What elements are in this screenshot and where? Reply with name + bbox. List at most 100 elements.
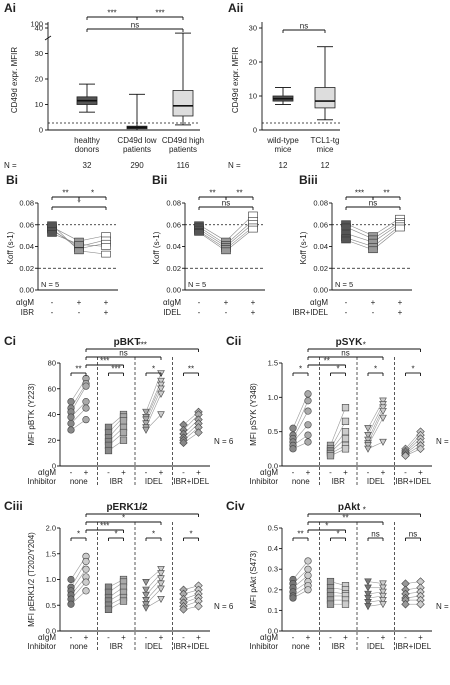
treatment-value: -	[404, 633, 407, 642]
data-point	[379, 592, 387, 600]
y-tick-label: 0.00	[313, 286, 328, 295]
paired-line	[183, 414, 199, 431]
treatment-label: αIgM	[260, 468, 278, 477]
data-point	[364, 578, 372, 586]
n-label: N = 6	[436, 437, 450, 446]
data-point	[82, 578, 90, 586]
data-point	[119, 436, 128, 444]
data-point	[142, 416, 150, 424]
treatment-label: Inhibitor	[250, 642, 279, 651]
n-value: 290	[130, 161, 144, 170]
inhibitor-label: IDEL	[367, 477, 385, 486]
data-point	[341, 404, 350, 412]
treatment-value: -	[198, 298, 201, 307]
significance-label: *	[91, 189, 94, 198]
y-tick-label: 0.06	[166, 220, 181, 229]
chart-title: pSYK	[336, 337, 363, 348]
x-category-label: mice	[275, 145, 292, 154]
data-point	[416, 600, 425, 609]
inhibitor-label: IDEL	[145, 477, 163, 486]
data-point	[379, 601, 387, 609]
data-point	[194, 602, 203, 611]
box	[172, 90, 194, 117]
y-tick-label: 0.5	[268, 524, 278, 533]
significance-label: *	[114, 530, 117, 539]
y-tick-label: 1.0	[46, 575, 56, 584]
y-tick-label: 0.06	[19, 220, 34, 229]
n-label: N = 5	[335, 280, 353, 289]
paired-line	[367, 595, 384, 599]
data-point	[364, 445, 372, 453]
significance-label: **	[139, 506, 145, 515]
significance-label: *	[374, 365, 377, 374]
treatment-label: Inhibitor	[28, 642, 57, 651]
inhibitor-label: none	[70, 477, 88, 486]
data-point	[341, 417, 350, 425]
n-label: N = 5	[188, 280, 206, 289]
treatment-value: +	[371, 298, 376, 307]
data-point	[101, 250, 111, 258]
data-point	[416, 444, 425, 454]
treatment-value: -	[367, 468, 370, 477]
panel-label: Bii	[152, 173, 167, 187]
paired-line	[292, 560, 309, 580]
significance-label: **	[188, 365, 194, 374]
treatment-label: IDEL	[163, 308, 181, 317]
data-point	[67, 398, 75, 406]
data-point	[67, 419, 75, 428]
data-point	[82, 416, 90, 424]
chart-title: pAkt	[338, 502, 361, 513]
data-point	[364, 584, 372, 592]
data-point	[47, 230, 57, 237]
significance-label: *	[299, 365, 302, 374]
data-point	[364, 603, 372, 611]
treatment-value: +	[398, 298, 403, 307]
data-point	[157, 585, 165, 593]
significance-label: ns	[300, 22, 308, 31]
significance-label: *	[363, 341, 366, 350]
paired-line	[330, 407, 346, 446]
data-point	[47, 221, 57, 229]
data-point	[142, 591, 150, 599]
y-axis-label: CD49d expr. MFIR	[231, 47, 240, 113]
y-tick-label: 0	[39, 126, 43, 135]
treatment-value: +	[84, 468, 89, 477]
treatment-value: +	[104, 308, 109, 317]
significance-label: ns	[131, 21, 139, 30]
data-point	[82, 382, 90, 390]
data-point	[401, 451, 410, 460]
significance-label: **	[342, 514, 348, 523]
panel-label: Biii	[299, 173, 318, 187]
treatment-value: +	[381, 468, 386, 477]
inhibitor-label: IDEL	[145, 642, 163, 651]
data-point	[248, 225, 258, 233]
data-point	[157, 580, 165, 588]
significance-label: *	[363, 506, 366, 515]
data-point	[82, 587, 90, 595]
data-point	[104, 446, 113, 455]
axis-break-mark	[44, 35, 52, 41]
y-axis-label: MFI pERK1/2 (T202/Y204)	[27, 532, 36, 627]
significance-label: **	[297, 530, 303, 539]
treatment-value: -	[182, 633, 185, 642]
treatment-label: αIgM	[38, 468, 56, 477]
y-tick-label: 0.4	[268, 544, 278, 553]
significance-label: ***	[155, 9, 164, 18]
treatment-value: -	[372, 308, 375, 317]
data-point	[341, 428, 350, 436]
data-point	[304, 421, 312, 429]
data-point	[364, 590, 372, 598]
significance-label: ***	[111, 365, 120, 374]
data-point	[379, 580, 387, 588]
data-point	[341, 223, 351, 231]
treatment-label: αIgM	[260, 633, 278, 642]
data-point	[341, 445, 350, 453]
y-tick-label: 0	[52, 462, 56, 471]
data-point	[248, 211, 258, 219]
x-category-label: patients	[169, 145, 197, 154]
n-label: N =	[228, 161, 241, 170]
treatment-value: +	[251, 298, 256, 307]
treatment-value: -	[51, 308, 54, 317]
data-point	[104, 605, 113, 613]
data-point	[401, 600, 410, 609]
